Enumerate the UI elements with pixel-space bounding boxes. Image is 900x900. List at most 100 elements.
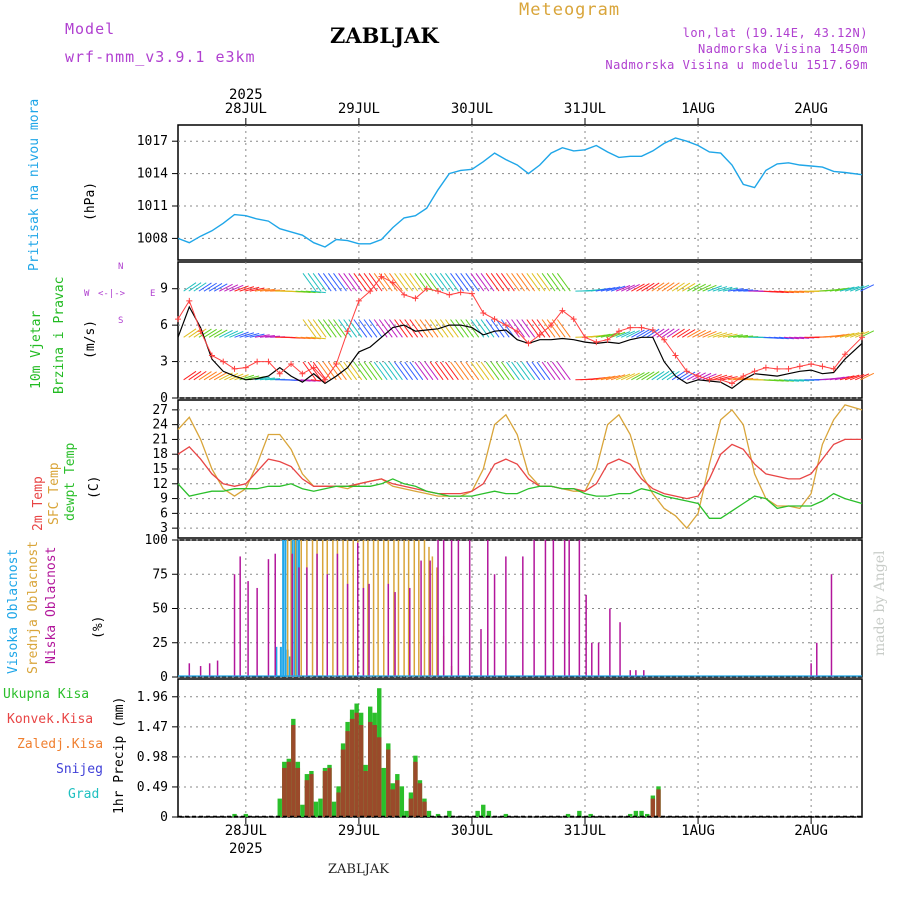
- wind-barb: [738, 289, 754, 292]
- wind-barb: [455, 319, 469, 338]
- wind-barb: [307, 273, 322, 292]
- wind-barb: [849, 373, 865, 381]
- pressure-tick-label: 1014: [137, 167, 168, 182]
- precip-legend-total: Ukupna Kisa: [3, 687, 90, 702]
- wind-barb: [414, 361, 429, 381]
- dewpoint-line: [177, 478, 863, 519]
- wind-barb: [429, 361, 444, 381]
- wind-gust-marker: [514, 328, 521, 335]
- wind-gust-marker: [333, 361, 340, 367]
- wind-barb: [480, 319, 495, 338]
- wind-barb: [404, 361, 419, 381]
- wind-gust-marker: [389, 279, 396, 286]
- wind-gust-marker: [672, 352, 679, 359]
- total-precip-bar: [447, 810, 452, 817]
- wind-barb: [358, 361, 373, 381]
- precip-legend-conv: Konvek.Kisa: [7, 712, 94, 727]
- wind-barb: [317, 273, 332, 292]
- wind-barb: [556, 361, 571, 381]
- precip-legend-grad: Grad: [68, 787, 100, 802]
- wind-barb: [661, 282, 675, 292]
- wind-barb: [485, 361, 500, 381]
- wind-barb: [333, 319, 347, 338]
- wind-barb: [697, 330, 712, 338]
- wind-barb: [536, 319, 551, 338]
- total-precip-bar: [426, 810, 432, 817]
- wind-barb: [419, 319, 434, 338]
- wind-barb: [229, 284, 244, 292]
- wind-barb: [302, 319, 317, 338]
- temp-tick-label: 27: [152, 403, 168, 418]
- wind-barb: [383, 319, 398, 338]
- wind-barb: [615, 331, 631, 338]
- wind-barb: [722, 333, 738, 338]
- wind-barb: [419, 273, 434, 292]
- wind-gust-marker: [683, 368, 690, 375]
- wind-barb: [641, 282, 655, 292]
- wind-barb: [188, 370, 202, 381]
- wind-barb: [516, 361, 531, 381]
- wind-barb: [434, 319, 449, 338]
- wind-barb: [188, 328, 202, 338]
- conv-precip-bar: [650, 798, 656, 817]
- station-title: ZABLJAK: [330, 23, 439, 48]
- year-label-bottom: 2025: [229, 841, 263, 857]
- cloud-tick-label: 25: [152, 636, 168, 651]
- wind-barb: [219, 329, 233, 338]
- wind-gust-marker: [570, 316, 577, 323]
- precip-tick-label: 1.47: [137, 720, 168, 735]
- wind-barb: [409, 273, 424, 292]
- wind-barb: [419, 361, 434, 381]
- wind-barb: [495, 319, 510, 338]
- date-label-top: 1AUG: [681, 101, 715, 117]
- total-precip-bar: [381, 767, 386, 817]
- wind-barb: [234, 285, 249, 292]
- conv-precip-bar: [395, 780, 400, 817]
- wind-barb: [738, 335, 754, 338]
- wind-barb: [414, 273, 429, 292]
- date-label-top: 31JUL: [564, 101, 606, 117]
- wind-barb: [234, 331, 249, 338]
- wind-barb: [239, 332, 255, 338]
- wind-gust-marker: [457, 289, 464, 296]
- wind-barb: [844, 285, 860, 292]
- compass-west: W: [84, 289, 90, 299]
- date-label-bottom: 30JUL: [451, 823, 493, 839]
- wind-gust-marker: [288, 361, 295, 367]
- wind-barb: [631, 329, 645, 338]
- wind-gust-marker: [548, 322, 555, 329]
- wind-gust-marker: [536, 331, 543, 338]
- wind-barb: [651, 371, 665, 381]
- wind-barb: [860, 372, 875, 381]
- total-precip-bar: [503, 813, 509, 817]
- wind-barb: [259, 334, 275, 338]
- wind-barb: [198, 328, 212, 338]
- wind-barb: [394, 273, 408, 292]
- sfc-temp-line: [177, 404, 863, 530]
- wind-barb: [302, 273, 317, 292]
- conv-precip-bar: [408, 798, 414, 817]
- wind-barb: [188, 282, 202, 292]
- wind-barb: [656, 370, 670, 381]
- wind-barb: [450, 273, 464, 292]
- wind-barb: [348, 361, 363, 381]
- date-label-bottom: 2AUG: [794, 823, 828, 839]
- wind-barb: [328, 319, 342, 338]
- wind-gust-marker: [468, 290, 475, 297]
- wind-barb: [394, 361, 408, 381]
- wind-gust-marker: [649, 327, 656, 333]
- wind-barb: [450, 361, 464, 381]
- model-name: wrf-nmm_v3.9.1 e3km: [65, 48, 256, 66]
- wind-barb: [455, 361, 469, 381]
- precip-frame: [177, 678, 863, 818]
- wind-barb: [414, 319, 429, 338]
- wind-barb: [495, 273, 510, 292]
- pressure-tick-label: 1011: [137, 199, 168, 214]
- wind-barb: [551, 319, 566, 338]
- wind-barb: [783, 290, 799, 294]
- wind-barb: [849, 331, 865, 338]
- wind-tick-label: 0: [160, 391, 168, 406]
- wind-barb: [219, 283, 233, 292]
- wind-barb: [727, 288, 743, 292]
- wind-barb: [434, 361, 449, 381]
